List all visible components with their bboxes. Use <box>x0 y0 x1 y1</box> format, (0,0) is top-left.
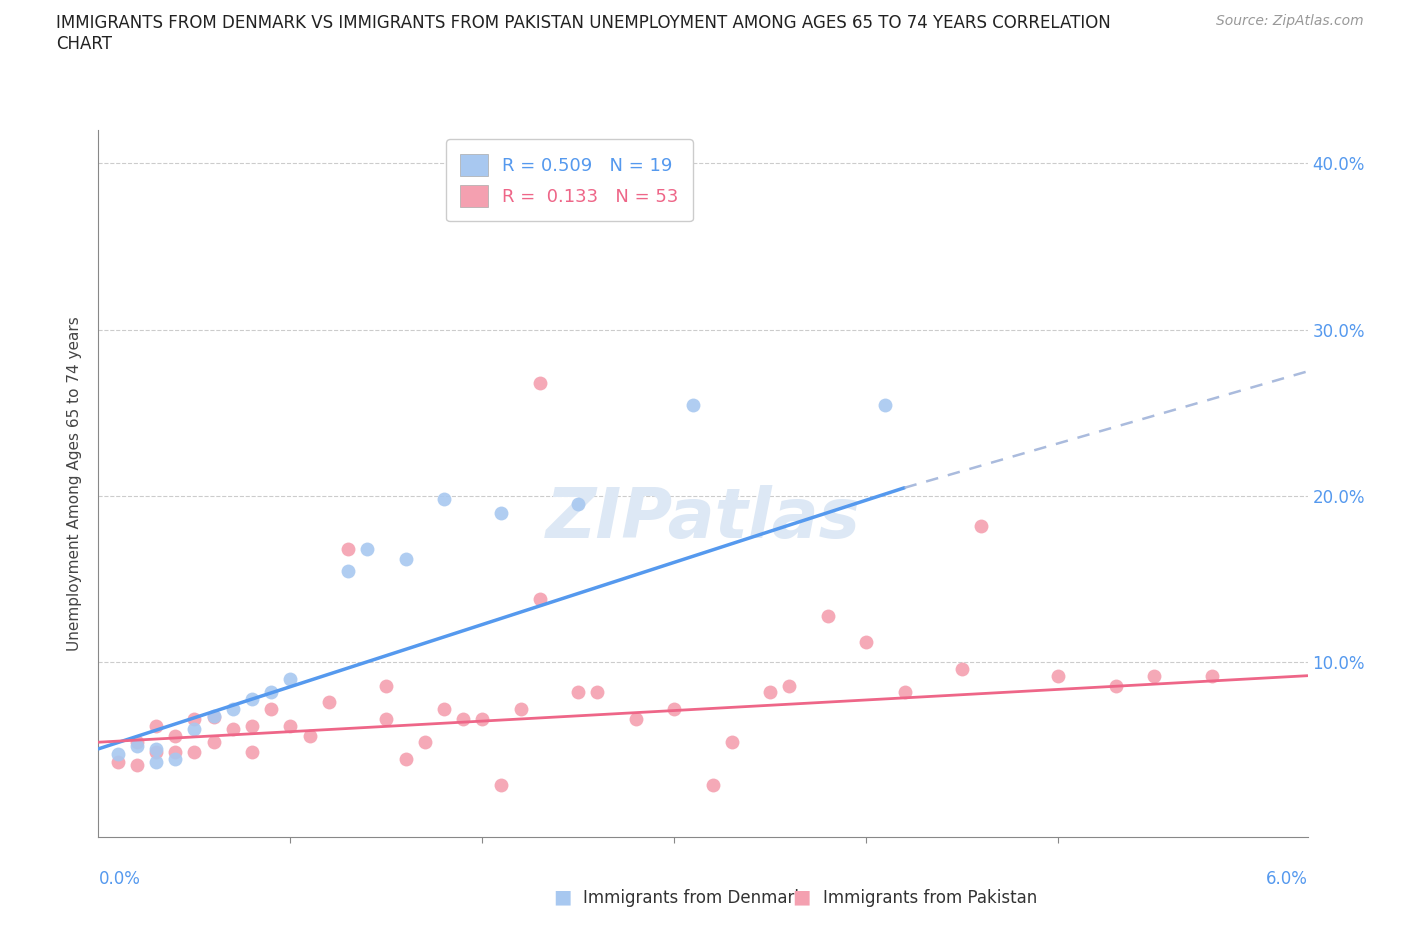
Text: ■: ■ <box>792 888 811 907</box>
Point <box>778 678 800 693</box>
Point <box>336 564 359 578</box>
Point <box>394 751 416 766</box>
Point <box>1143 669 1166 684</box>
Point <box>183 711 205 726</box>
Legend: R = 0.509   N = 19, R =  0.133   N = 53: R = 0.509 N = 19, R = 0.133 N = 53 <box>446 140 693 221</box>
Point <box>107 755 129 770</box>
Point <box>759 684 782 699</box>
Text: Source: ZipAtlas.com: Source: ZipAtlas.com <box>1216 14 1364 28</box>
Point <box>125 735 148 750</box>
Point <box>855 635 877 650</box>
Point <box>491 778 513 793</box>
Y-axis label: Unemployment Among Ages 65 to 74 years: Unemployment Among Ages 65 to 74 years <box>67 316 83 651</box>
Point <box>145 745 167 760</box>
Point <box>529 591 551 606</box>
Text: 0.0%: 0.0% <box>98 870 141 887</box>
Point <box>394 551 416 566</box>
Point <box>298 728 321 743</box>
Point <box>624 711 647 726</box>
Point <box>1104 678 1126 693</box>
Point <box>586 684 609 699</box>
Point <box>336 542 359 557</box>
Point <box>451 711 474 726</box>
Point <box>356 542 378 557</box>
Point <box>222 701 245 716</box>
Point <box>433 701 456 716</box>
Point <box>1047 669 1070 684</box>
Point <box>165 745 187 760</box>
Point <box>145 718 167 733</box>
Point <box>260 684 283 699</box>
Point <box>318 695 340 710</box>
Text: Immigrants from Denmark: Immigrants from Denmark <box>583 889 804 907</box>
Text: ■: ■ <box>553 888 572 907</box>
Point <box>893 684 915 699</box>
Point <box>280 718 302 733</box>
Point <box>107 747 129 762</box>
Text: Immigrants from Pakistan: Immigrants from Pakistan <box>823 889 1036 907</box>
Point <box>509 701 531 716</box>
Point <box>433 492 456 507</box>
Point <box>240 718 263 733</box>
Point <box>491 505 513 520</box>
Point <box>165 751 187 766</box>
Point <box>950 661 973 676</box>
Point <box>664 701 686 716</box>
Point <box>240 745 263 760</box>
Point <box>375 711 398 726</box>
Point <box>1201 669 1223 684</box>
Point <box>720 735 742 750</box>
Text: 6.0%: 6.0% <box>1265 870 1308 887</box>
Point <box>280 671 302 686</box>
Point <box>471 711 494 726</box>
Point <box>970 519 993 534</box>
Point <box>413 735 436 750</box>
Point <box>240 692 263 707</box>
Point <box>183 722 205 737</box>
Point <box>202 735 225 750</box>
Point <box>260 701 283 716</box>
Point <box>567 684 589 699</box>
Point <box>567 497 589 512</box>
Point <box>202 708 225 723</box>
Point <box>817 608 839 623</box>
Point <box>145 755 167 770</box>
Point <box>682 397 704 412</box>
Text: IMMIGRANTS FROM DENMARK VS IMMIGRANTS FROM PAKISTAN UNEMPLOYMENT AMONG AGES 65 T: IMMIGRANTS FROM DENMARK VS IMMIGRANTS FR… <box>56 14 1111 53</box>
Point <box>145 741 167 756</box>
Point <box>202 710 225 724</box>
Point <box>125 758 148 773</box>
Point <box>529 376 551 391</box>
Point <box>222 722 245 737</box>
Point <box>125 738 148 753</box>
Point <box>165 728 187 743</box>
Point <box>875 397 897 412</box>
Point <box>183 745 205 760</box>
Point <box>375 678 398 693</box>
Point <box>702 778 724 793</box>
Text: ZIPatlas: ZIPatlas <box>546 485 860 552</box>
